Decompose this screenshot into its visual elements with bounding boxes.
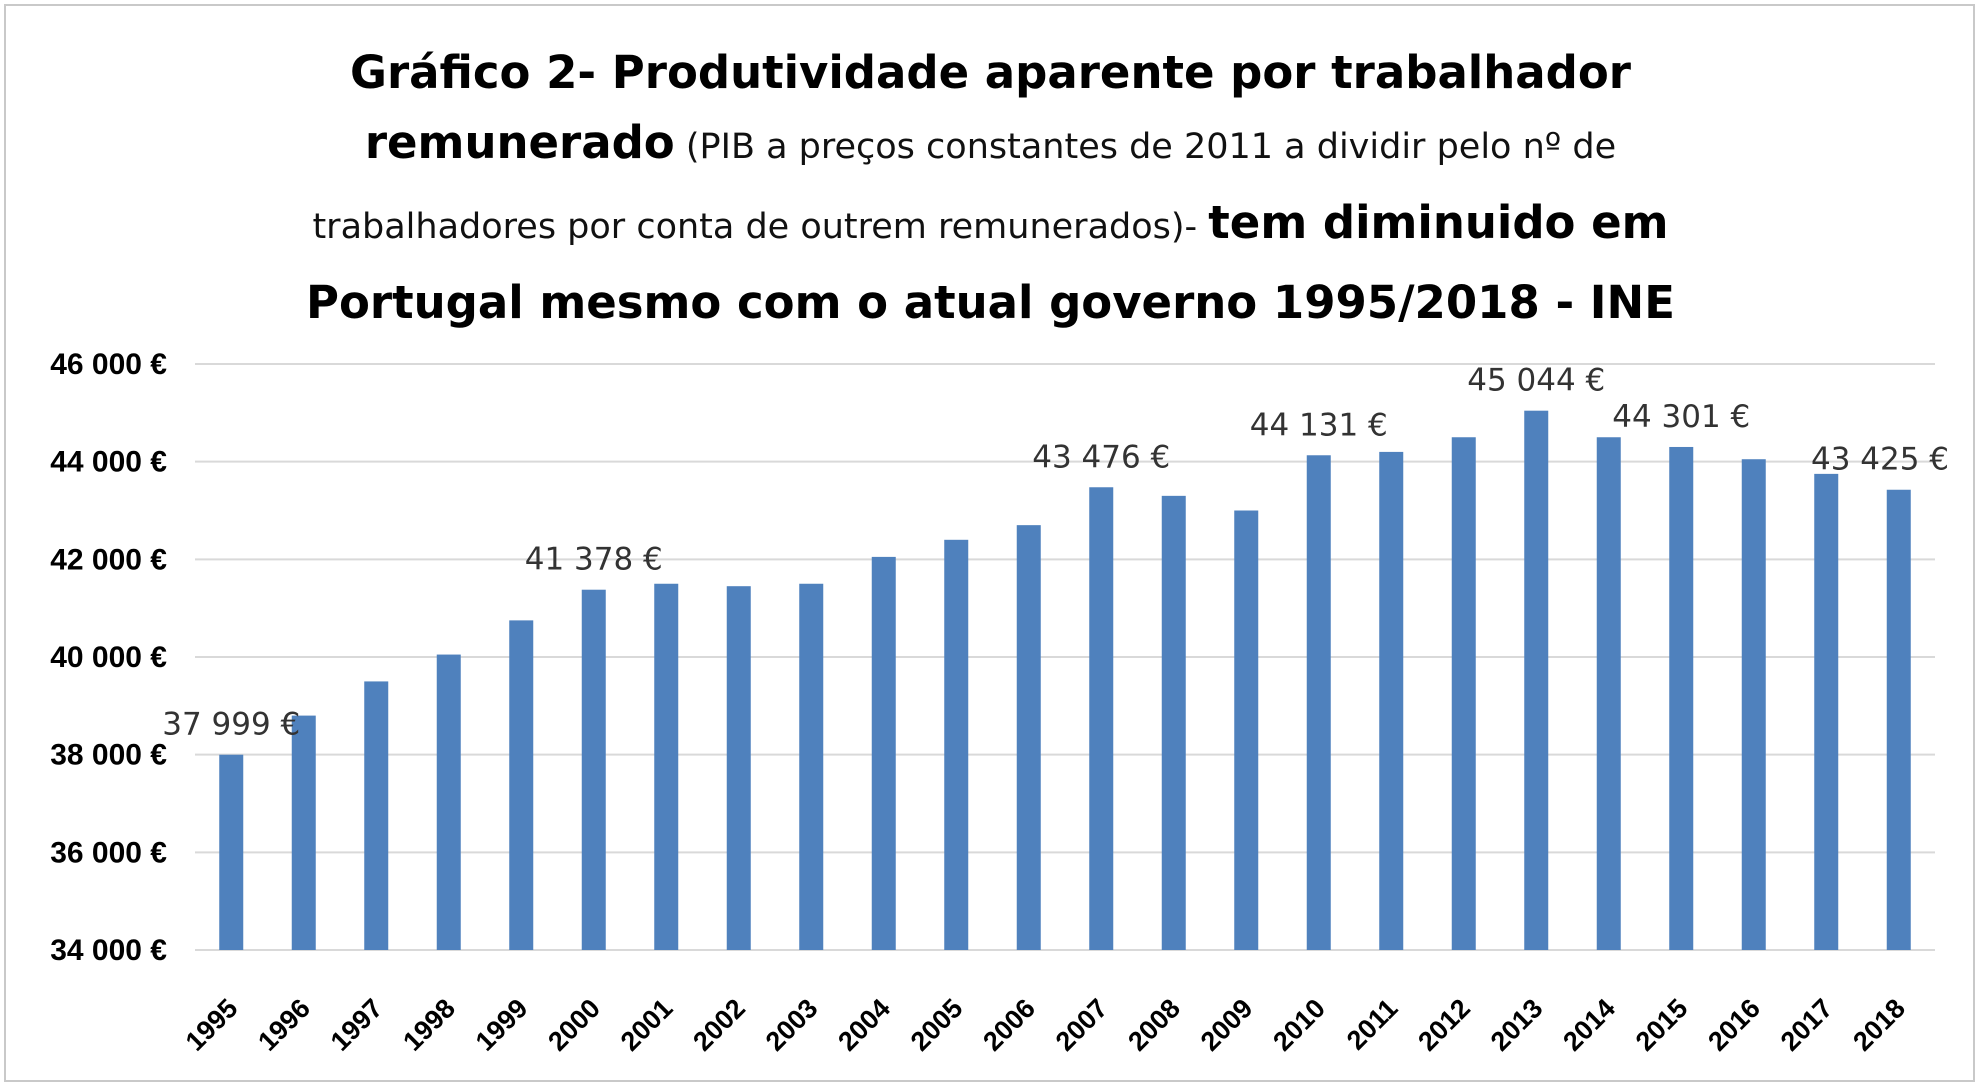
x-tick-label: 2009 — [1195, 993, 1259, 1057]
title-line-1: Gráfico 2- Produtividade aparente por tr… — [350, 46, 1631, 99]
x-tick-label: 2012 — [1412, 993, 1476, 1057]
x-tick-label: 2006 — [977, 993, 1041, 1057]
chart-title: Gráfico 2- Produtividade aparente por tr… — [0, 38, 1981, 338]
x-tick-label: 2013 — [1485, 993, 1549, 1057]
x-tick-label: 2005 — [905, 993, 969, 1057]
bar — [1669, 446, 1694, 950]
data-label: 37 999 € — [162, 707, 300, 743]
bar — [871, 556, 896, 950]
title-line-4: Portugal mesmo com o atual governo 1995/… — [306, 276, 1675, 329]
bar — [1596, 437, 1621, 950]
y-tick-label: 38 000 € — [50, 739, 167, 772]
title-line-2: remunerado (PIB a preços constantes de 2… — [0, 108, 1981, 188]
x-tick-label: 2003 — [760, 993, 824, 1057]
bar — [1814, 473, 1839, 950]
data-label: 44 301 € — [1612, 399, 1750, 435]
x-tick-label: 2008 — [1122, 993, 1186, 1057]
x-tick-label: 1998 — [397, 993, 461, 1057]
y-tick-label: 34 000 € — [50, 934, 167, 967]
y-tick-label: 36 000 € — [50, 836, 167, 869]
data-label: 41 378 € — [525, 542, 663, 578]
bar — [291, 715, 316, 950]
bar — [1161, 495, 1186, 950]
bar — [1451, 437, 1476, 950]
x-tick-label: 1996 — [252, 993, 316, 1057]
bar — [1306, 455, 1331, 950]
x-tick-label: 2017 — [1775, 993, 1839, 1057]
bar — [654, 583, 679, 950]
data-label: 44 131 € — [1250, 407, 1388, 443]
y-tick-label: 46 000 € — [50, 348, 167, 381]
x-tick-label: 2016 — [1702, 993, 1766, 1057]
bars — [219, 410, 1911, 950]
bar — [1234, 510, 1259, 950]
bar — [1379, 451, 1404, 950]
data-label: 43 476 € — [1032, 439, 1170, 475]
bar — [436, 654, 461, 950]
bar — [509, 620, 534, 950]
title-line-3: trabalhadores por conta de outrem remune… — [0, 188, 1981, 268]
y-tick-label: 42 000 € — [50, 543, 167, 576]
x-tick-label: 2004 — [832, 993, 896, 1057]
data-label: 45 044 € — [1467, 363, 1605, 399]
title-line-2-normal: (PIB a preços constantes de 2011 a divid… — [674, 127, 1617, 167]
bar — [1741, 459, 1766, 950]
bar — [1524, 410, 1549, 950]
y-tick-label: 44 000 € — [50, 446, 167, 479]
x-tick-label: 2007 — [1050, 993, 1114, 1057]
bar — [219, 754, 244, 950]
x-tick-label: 2002 — [687, 993, 751, 1057]
y-axis-tick-labels: 34 000 € 36 000 € 38 000 € 40 000 € 42 000 €… — [50, 348, 167, 967]
title-line-3-bold: tem diminuido em — [1208, 196, 1669, 249]
title-line-3-normal: trabalhadores por conta de outrem remune… — [312, 207, 1209, 247]
y-tick-label: 40 000 € — [50, 641, 167, 674]
x-tick-label: 2011 — [1341, 993, 1404, 1056]
bar — [1089, 487, 1114, 950]
x-tick-label: 2001 — [615, 993, 679, 1057]
title-line-2-bold: remunerado — [364, 116, 675, 169]
x-tick-label: 2018 — [1847, 993, 1911, 1057]
bar — [726, 586, 751, 950]
bar — [1886, 489, 1911, 950]
x-tick-label: 2010 — [1267, 993, 1331, 1057]
x-tick-label: 2015 — [1630, 993, 1694, 1057]
x-tick-label: 2000 — [542, 993, 606, 1057]
bar — [364, 681, 389, 950]
data-label: 43 425 € — [1811, 442, 1949, 478]
bar — [581, 589, 606, 950]
x-tick-label: 1997 — [325, 993, 389, 1057]
bar — [1016, 525, 1041, 950]
data-labels: 37 999 € 41 378 € 43 476 € 44 131 € 45 044 €… — [162, 363, 1949, 743]
bar — [799, 583, 824, 950]
x-axis-tick-labels: 1995 1996 1997 1998 1999 2000 2001 2002 2003 2004… — [180, 993, 1911, 1057]
bar — [944, 539, 969, 950]
x-tick-label: 1995 — [180, 993, 244, 1057]
x-tick-label: 1999 — [470, 993, 534, 1057]
x-tick-label: 2014 — [1557, 993, 1621, 1057]
chart-frame — [4, 4, 1975, 1082]
gridlines — [195, 363, 1935, 951]
